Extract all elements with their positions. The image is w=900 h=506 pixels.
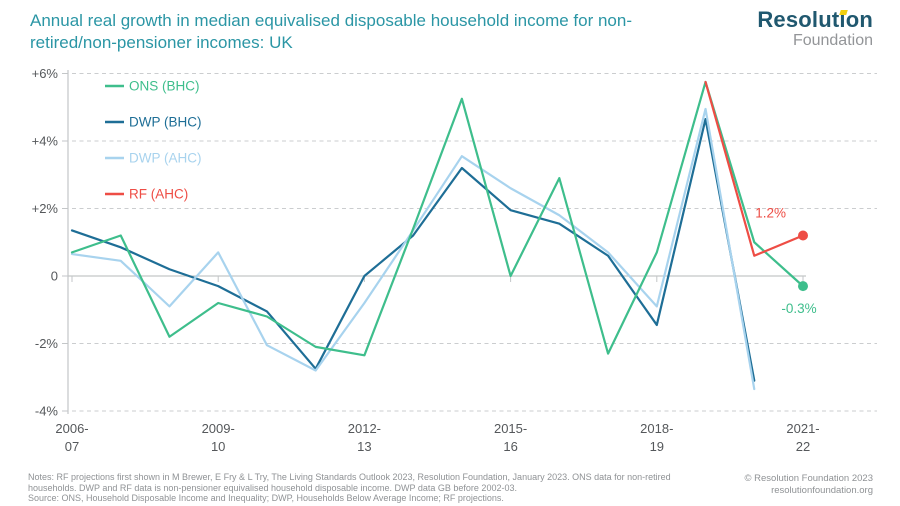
logo-brand-text: Resolutıon	[757, 7, 873, 32]
series-line-ons-bhc	[70, 80, 805, 357]
y-tick-label-0: 0	[51, 269, 58, 284]
y-tick-label-2: -2%	[35, 336, 59, 351]
notes-line1: Notes: RF projections first shown in M B…	[28, 472, 671, 482]
notes-line3: Source: ONS, Household Disposable Income…	[28, 493, 504, 503]
y-tick-label-4: -4%	[35, 404, 59, 419]
legend-label-dwp-bhc: DWP (BHC)	[129, 115, 202, 130]
x-tick-label-2021-22: 2021-	[786, 421, 819, 436]
x-tick-label-2015-16: 2015-	[494, 421, 527, 436]
legend-label-ons-bhc: ONS (BHC)	[129, 79, 200, 94]
y-tick-label-4: +4%	[32, 134, 59, 149]
copyright-line: © Resolution Foundation 2023	[744, 473, 873, 484]
x-tick-label-2009-10: 2009-	[202, 421, 235, 436]
chart-title-line1: Annual real growth in median equivalised…	[30, 11, 632, 30]
y-tick-label-2: +2%	[32, 201, 59, 216]
x-tick-label2-2012-13: 13	[357, 439, 371, 454]
x-tick-label2-2009-10: 10	[211, 439, 225, 454]
x-tick-label2-2015-16: 16	[503, 439, 517, 454]
end-label-rf-ahc: 1.2%	[755, 206, 786, 221]
rf-logo: Resolutıon Foundation	[757, 8, 873, 49]
legend-label-rf-ahc: RF (AHC)	[129, 187, 188, 202]
website-line: resolutionfoundation.org	[771, 485, 873, 496]
footer-copyright: © Resolution Foundation 2023 resolutionf…	[745, 473, 873, 497]
end-dot-rf-ahc	[798, 230, 808, 241]
series-line-rf-ahc	[704, 80, 805, 257]
footer-notes: Notes: RF projections first shown in M B…	[28, 472, 688, 504]
end-dot-ons-bhc	[798, 281, 808, 292]
series-line-dwp-bhc	[70, 117, 756, 382]
legend-label-dwp-ahc: DWP (AHC)	[129, 151, 202, 166]
x-tick-label2-2018-19: 19	[650, 439, 664, 454]
end-label-ons-bhc: -0.3%	[781, 301, 816, 316]
y-tick-label-6: +6%	[32, 66, 59, 81]
x-tick-label2-2021-22: 22	[796, 439, 810, 454]
x-tick-label2-2006-07: 07	[65, 439, 79, 454]
x-tick-label-2006-07: 2006-	[55, 421, 88, 436]
x-tick-label-2018-19: 2018-	[640, 421, 673, 436]
chart-title: Annual real growth in median equivalised…	[30, 10, 632, 54]
notes-line2: households. DWP and RF data is non-pensi…	[28, 482, 517, 493]
logo-sub-text: Foundation	[792, 32, 873, 49]
x-tick-label-2012-13: 2012-	[348, 421, 381, 436]
chart-title-line2: retired/non-pensioner incomes: UK	[30, 33, 293, 52]
